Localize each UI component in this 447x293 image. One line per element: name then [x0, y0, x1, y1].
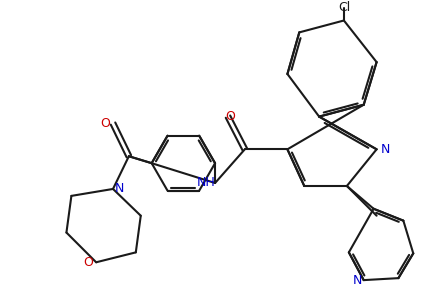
Text: O: O: [225, 110, 235, 123]
Text: N: N: [352, 274, 362, 287]
Text: O: O: [100, 117, 110, 130]
Text: Cl: Cl: [338, 1, 350, 14]
Text: N: N: [115, 183, 124, 195]
Text: NH: NH: [196, 176, 215, 188]
Text: O: O: [83, 256, 93, 269]
Text: N: N: [380, 143, 390, 156]
